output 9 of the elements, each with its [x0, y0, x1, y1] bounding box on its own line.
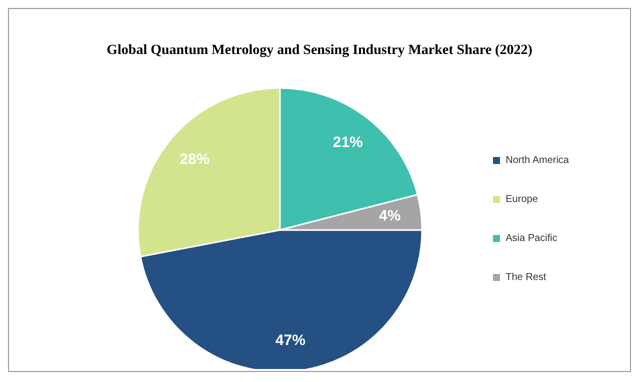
data-label: 21% — [332, 134, 363, 151]
data-label: 47% — [275, 332, 306, 349]
legend-label: Europe — [506, 194, 538, 205]
legend-label: Asia Pacific — [506, 233, 558, 244]
data-label: 4% — [379, 208, 401, 225]
data-label: 28% — [180, 150, 210, 168]
legend-label: North America — [506, 155, 569, 166]
chart-title: Global Quantum Metrology and Sensing Industry Market Share (2022) — [106, 43, 534, 59]
legend-label: The Rest — [506, 272, 546, 283]
